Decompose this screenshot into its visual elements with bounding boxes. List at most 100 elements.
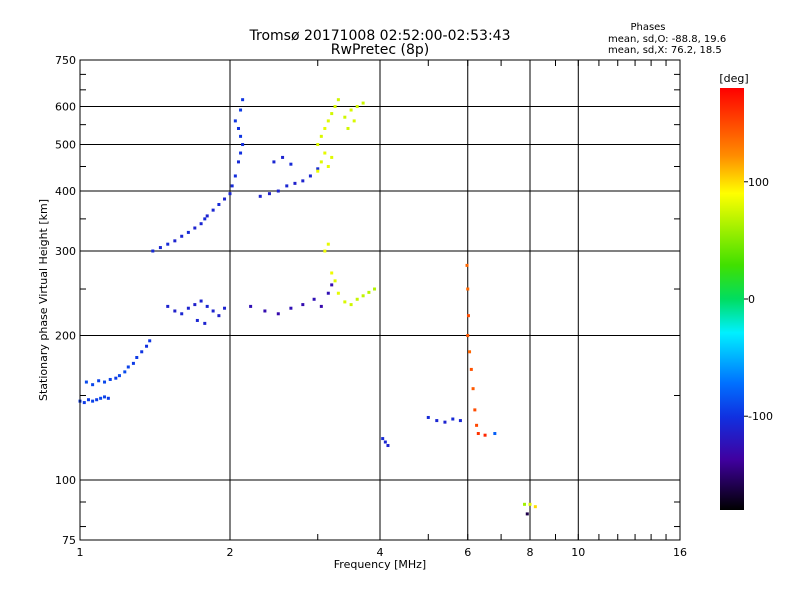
data-point xyxy=(426,415,430,419)
data-points xyxy=(78,98,537,516)
colorbar-tick-label: 100 xyxy=(748,176,769,189)
data-point xyxy=(228,192,232,196)
data-point xyxy=(316,169,320,173)
data-point xyxy=(525,512,529,516)
y-tick-label: 750 xyxy=(55,54,76,67)
data-point xyxy=(95,398,99,402)
x-tick-label: 10 xyxy=(571,546,585,559)
data-point xyxy=(205,214,209,218)
data-point xyxy=(145,344,149,348)
data-point xyxy=(367,290,371,294)
data-point xyxy=(203,321,207,325)
data-point xyxy=(361,101,365,105)
data-point xyxy=(469,367,473,371)
y-axis-label: Stationary phase Virtual Height [km] xyxy=(37,199,50,401)
data-point xyxy=(84,380,88,384)
data-point xyxy=(326,291,330,295)
data-point xyxy=(319,134,323,138)
data-point xyxy=(199,222,203,226)
data-point xyxy=(383,440,387,444)
data-point xyxy=(241,98,245,102)
data-point xyxy=(233,119,237,123)
data-point xyxy=(465,263,469,267)
colorbar-tick-label: -100 xyxy=(748,410,773,423)
data-point xyxy=(373,287,377,291)
data-point xyxy=(466,287,470,291)
x-tick-label: 6 xyxy=(464,546,471,559)
data-point xyxy=(346,126,350,130)
data-point xyxy=(258,194,262,198)
data-point xyxy=(186,306,190,310)
y-tick-label: 100 xyxy=(55,474,76,487)
data-point xyxy=(466,314,470,318)
data-point xyxy=(349,108,353,112)
data-point xyxy=(336,291,340,295)
data-point xyxy=(91,383,95,387)
data-point xyxy=(475,423,479,427)
data-point xyxy=(236,160,240,164)
colorbar-unit-label: [deg] xyxy=(719,72,748,85)
data-point xyxy=(195,318,199,322)
data-point xyxy=(276,312,280,316)
data-point xyxy=(203,217,207,221)
y-tick-label: 300 xyxy=(55,245,76,258)
data-point xyxy=(330,112,334,116)
data-point xyxy=(343,115,347,119)
data-point xyxy=(151,249,155,253)
phases-heading: Phases xyxy=(630,22,665,33)
data-point xyxy=(330,283,334,287)
y-tick-label: 400 xyxy=(55,185,76,198)
chart-title: Tromsø 20171008 02:52:00-02:53:43 xyxy=(249,28,511,44)
data-point xyxy=(173,239,177,243)
data-point xyxy=(323,151,327,155)
data-point xyxy=(326,242,330,246)
data-point xyxy=(330,155,334,159)
data-point xyxy=(106,396,110,400)
phase-x-stats: mean, sd,X: 76.2, 18.5 xyxy=(608,45,722,56)
data-point xyxy=(523,502,527,506)
data-point xyxy=(223,306,227,310)
data-point xyxy=(336,98,340,102)
data-point xyxy=(211,208,215,212)
data-point xyxy=(451,417,455,421)
data-point xyxy=(186,230,190,234)
data-point xyxy=(458,419,462,423)
data-point xyxy=(117,374,121,378)
y-tick-label: 75 xyxy=(62,534,76,547)
data-point xyxy=(86,398,90,402)
data-point xyxy=(135,355,139,359)
chart-subtitle: RwPretec (8p) xyxy=(331,42,429,58)
data-point xyxy=(293,181,297,185)
data-point xyxy=(126,365,130,369)
data-point xyxy=(236,126,240,130)
data-point xyxy=(301,303,305,307)
data-point xyxy=(180,234,184,238)
data-point xyxy=(528,502,532,506)
data-point xyxy=(355,297,359,301)
data-point xyxy=(211,309,215,313)
colorbar-ticks: 100 0 -100 xyxy=(744,176,773,423)
data-point xyxy=(99,396,103,400)
data-point xyxy=(230,184,234,188)
data-point xyxy=(108,377,112,381)
data-point xyxy=(319,160,323,164)
data-point xyxy=(158,246,162,250)
data-point xyxy=(323,126,327,130)
y-tick-label: 200 xyxy=(55,330,76,343)
data-point xyxy=(323,249,327,253)
data-point xyxy=(301,179,305,183)
x-tick-label: 1 xyxy=(77,546,84,559)
data-point xyxy=(263,309,267,313)
data-point xyxy=(289,306,293,310)
data-point xyxy=(217,314,221,318)
data-point xyxy=(343,300,347,304)
data-point xyxy=(199,299,203,303)
data-point xyxy=(131,361,135,365)
data-point xyxy=(223,197,227,201)
x-tick-label: 2 xyxy=(227,546,234,559)
data-point xyxy=(281,155,285,159)
data-point xyxy=(103,380,107,384)
grid-lines xyxy=(80,60,680,540)
data-point xyxy=(241,143,245,147)
data-point xyxy=(386,444,390,448)
